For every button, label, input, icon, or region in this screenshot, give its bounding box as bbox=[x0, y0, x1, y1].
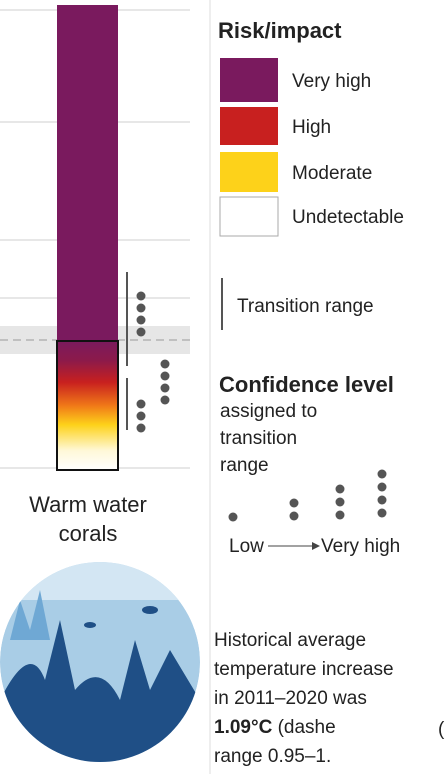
confidence-high: Very high bbox=[321, 536, 400, 557]
confidence-sub: range bbox=[220, 455, 269, 476]
note-line: Historical average bbox=[214, 630, 366, 651]
note-line: 1.09°C (dashe bbox=[214, 717, 336, 738]
swatch-very-high bbox=[220, 58, 278, 102]
note-line: temperature increase bbox=[214, 659, 394, 680]
confidence-dots bbox=[136, 291, 170, 433]
swatch-high bbox=[220, 107, 278, 145]
transition-label: Transition range bbox=[237, 296, 374, 317]
edge-text: ( bbox=[438, 719, 445, 740]
legend-label: Moderate bbox=[292, 163, 372, 184]
legend-title: Risk/impact bbox=[218, 18, 342, 43]
confidence-icons bbox=[228, 469, 387, 522]
arrow-head bbox=[312, 542, 320, 550]
swatch-moderate bbox=[220, 152, 278, 192]
note-rest: (dashe bbox=[272, 717, 335, 738]
confidence-sub: transition bbox=[220, 428, 297, 449]
note-line: range 0.95–1. bbox=[214, 746, 331, 767]
legend-label: High bbox=[292, 117, 331, 138]
confidence-sub: assigned to bbox=[220, 401, 317, 422]
ember-label: Warm water bbox=[29, 492, 147, 517]
legend-label: Very high bbox=[292, 71, 371, 92]
legend-label: Undetectable bbox=[292, 207, 404, 228]
ember-transition bbox=[56, 340, 119, 471]
ember-label: corals bbox=[59, 521, 118, 546]
coral-illustration bbox=[0, 562, 200, 762]
ember-very-high bbox=[57, 5, 118, 341]
note-line: in 2011–2020 was bbox=[214, 688, 367, 709]
swatch-undetectable bbox=[219, 196, 279, 237]
note-value: 1.09°C bbox=[214, 717, 273, 738]
confidence-title: Confidence level bbox=[219, 372, 394, 397]
confidence-low: Low bbox=[229, 536, 264, 557]
